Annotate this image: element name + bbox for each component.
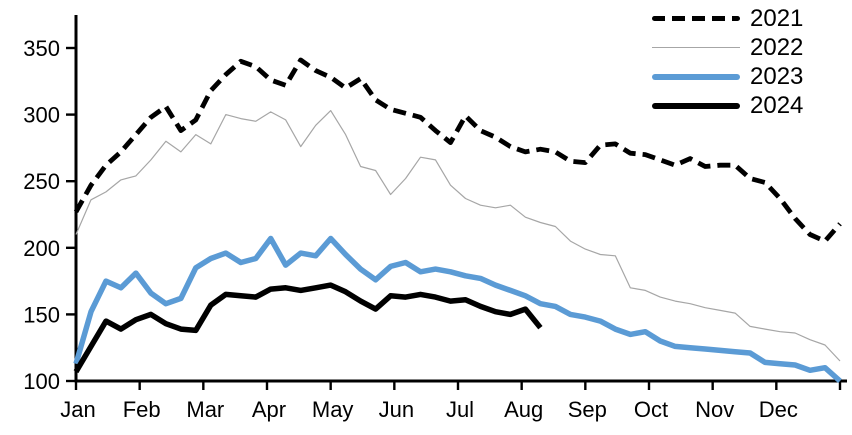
x-tick-label: Nov bbox=[695, 397, 734, 422]
y-tick-label: 200 bbox=[23, 236, 60, 261]
legend-item-2022: 2022 bbox=[652, 33, 803, 62]
series-line-2022 bbox=[75, 109, 841, 362]
x-tick-label: Dec bbox=[759, 397, 798, 422]
x-tick-label: Oct bbox=[634, 397, 668, 422]
legend-swatch-2022 bbox=[652, 47, 740, 48]
legend-swatch-2021 bbox=[652, 16, 740, 21]
y-tick-label: 350 bbox=[23, 36, 60, 61]
chart-legend: 2021 2022 2023 2024 bbox=[652, 4, 803, 120]
y-tick-label: 250 bbox=[23, 169, 60, 194]
legend-item-2021: 2021 bbox=[652, 4, 803, 33]
legend-label-2024: 2024 bbox=[750, 91, 804, 119]
legend-label-2023: 2023 bbox=[750, 62, 804, 90]
series-line-2021 bbox=[73, 57, 842, 244]
x-tick-label: Jan bbox=[60, 397, 95, 422]
x-tick-label: Mar bbox=[186, 397, 224, 422]
x-tick-label: May bbox=[312, 397, 354, 422]
legend-label-2021: 2021 bbox=[750, 4, 804, 32]
x-tick-label: Aug bbox=[504, 397, 543, 422]
legend-label-2022: 2022 bbox=[750, 33, 804, 61]
x-tick-label: Jul bbox=[446, 397, 474, 422]
legend-item-2023: 2023 bbox=[652, 62, 803, 91]
y-tick-label: 150 bbox=[23, 302, 60, 327]
series-line-2023 bbox=[73, 235, 842, 384]
legend-swatch-2023 bbox=[652, 73, 740, 80]
legend-item-2024: 2024 bbox=[652, 91, 803, 120]
series-line-2024 bbox=[73, 282, 543, 374]
x-tick-label: Jun bbox=[379, 397, 414, 422]
y-tick-label: 300 bbox=[23, 103, 60, 128]
x-tick-label: Feb bbox=[123, 397, 161, 422]
legend-swatch-2024 bbox=[652, 102, 740, 109]
y-tick-label: 100 bbox=[23, 369, 60, 394]
x-tick-label: Apr bbox=[252, 397, 286, 422]
x-tick-label: Sep bbox=[568, 397, 607, 422]
